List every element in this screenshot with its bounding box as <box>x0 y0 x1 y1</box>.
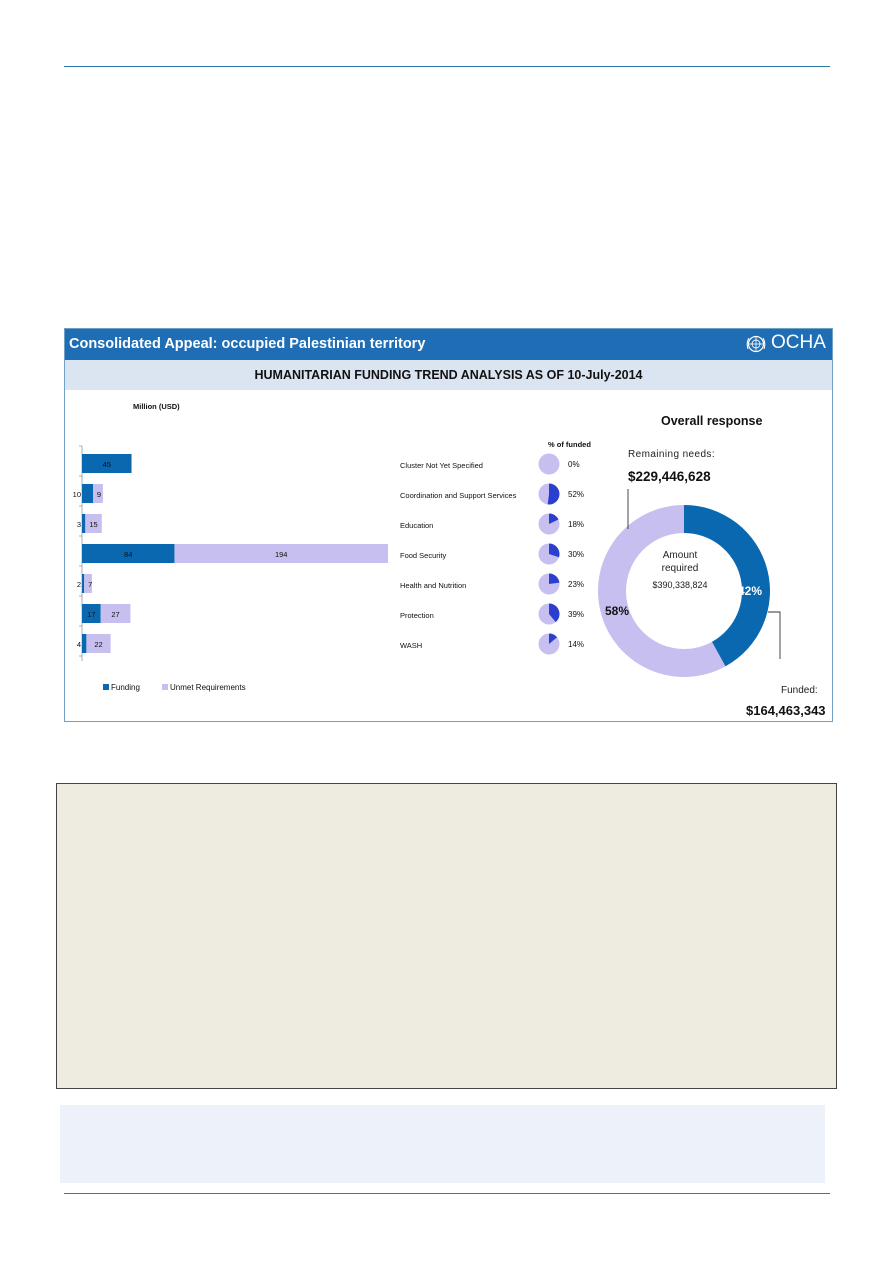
pie-label-coordination-and-support-services: 52% <box>568 490 584 499</box>
appeal-title: Consolidated Appeal: occupied Palestinia… <box>69 336 426 352</box>
info-box <box>60 1105 825 1183</box>
ocha-logo: OCHA <box>771 332 826 353</box>
bar-unmet-protection <box>100 604 131 623</box>
bar-unmet-food-security <box>174 544 388 563</box>
label-unmet-coordination-and-support-services: 9 <box>97 490 101 499</box>
label-unmet-food-security: 194 <box>275 550 288 559</box>
category-label-health-and-nutrition: Health and Nutrition <box>400 581 466 590</box>
legend-swatch-unmet <box>162 684 168 690</box>
funded-leader <box>768 611 781 659</box>
bar-unmet-coordination-and-support-services <box>93 484 103 503</box>
label-funding-wash: 4 <box>77 640 81 649</box>
pie-column-title: % of funded <box>548 440 591 449</box>
bar-funding-wash <box>82 634 87 653</box>
label-unmet-wash: 22 <box>94 640 102 649</box>
pie-funded-health-and-nutrition <box>549 573 560 584</box>
donut-center-label-line1: Amount <box>663 550 698 561</box>
pie-label-health-and-nutrition: 23% <box>568 580 584 589</box>
label-funding-education: 3 <box>77 520 81 529</box>
chart-legend: Funding Unmet Requirements <box>103 683 246 692</box>
category-label-education: Education <box>400 521 433 530</box>
label-funding-coordination-and-support-services: 10 <box>73 490 81 499</box>
bottom-rule <box>64 1193 830 1194</box>
donut-center-value: $390,338,824 <box>652 580 707 590</box>
top-rule <box>64 66 830 67</box>
pie-funded-wash <box>549 633 558 644</box>
bar-funding-coordination-and-support-services <box>82 484 94 503</box>
y-axis-unit-label: Million (USD) <box>133 402 180 411</box>
bar-funding-food-security <box>82 544 175 563</box>
category-label-wash: WASH <box>400 641 422 650</box>
pie-base-cluster-not-yet-specified <box>538 453 560 475</box>
bar-funding-protection <box>82 604 101 623</box>
bar-unmet-wash <box>86 634 111 653</box>
label-unmet-education: 15 <box>89 520 97 529</box>
chart-subtitle: HUMANITARIAN FUNDING TREND ANALYSIS AS O… <box>254 368 643 382</box>
pie-label-wash: 14% <box>568 640 584 649</box>
bar-funding-cluster-not-yet-specified <box>82 454 132 473</box>
bar-unmet-education <box>85 514 102 533</box>
funded-label: Funded: <box>781 685 818 696</box>
pie-label-protection: 39% <box>568 610 584 619</box>
bar-funding-health-and-nutrition <box>82 574 85 593</box>
bar-unmet-health-and-nutrition <box>84 574 92 593</box>
label-funding-cluster-not-yet-specified: 45 <box>103 460 111 469</box>
label-unmet-protection: 27 <box>111 610 119 619</box>
category-label-food-security: Food Security <box>400 551 447 560</box>
pie-funded-coordination-and-support-services <box>547 483 560 505</box>
pie-label-food-security: 30% <box>568 550 584 559</box>
pie-funded-protection <box>549 603 560 623</box>
funding-chart: Million (USD) 45 Cluster Not Yet Specified… <box>73 402 826 718</box>
label-unmet-health-and-nutrition: 7 <box>88 580 92 589</box>
donut-title: Overall response <box>661 414 762 428</box>
pie-funded-education <box>549 513 559 524</box>
appeal-banner: Consolidated Appeal: occupied Palestinia… <box>65 329 832 360</box>
label-funding-food-security: 84 <box>124 550 132 559</box>
pie-funded-food-security <box>549 543 560 558</box>
donut-label-remaining: 58% <box>605 604 629 618</box>
remaining-needs-value: $229,446,628 <box>628 469 711 484</box>
category-label-protection: Protection <box>400 611 434 620</box>
un-emblem-icon <box>746 335 766 353</box>
donut-label-funded: 42% <box>738 584 762 598</box>
category-label-cluster-not-yet-specified: Cluster Not Yet Specified <box>400 461 483 470</box>
donut-segment-funded <box>684 505 770 667</box>
pie-label-education: 18% <box>568 520 584 529</box>
donut-center-label-line2: required <box>662 563 699 574</box>
legend-label-funding: Funding <box>111 683 140 692</box>
legend-swatch-funding <box>103 684 109 690</box>
subtitle-bar: HUMANITARIAN FUNDING TREND ANALYSIS AS O… <box>65 360 832 390</box>
overall-donut: Overall response 42% 58% Amount required $390… <box>597 414 826 718</box>
pie-label-cluster-not-yet-specified: 0% <box>568 460 580 469</box>
legend-label-unmet: Unmet Requirements <box>170 683 246 692</box>
funded-value: $164,463,343 <box>746 703 826 718</box>
label-funding-health-and-nutrition: 2 <box>77 580 81 589</box>
label-funding-protection: 17 <box>87 610 95 619</box>
bar-funding-education <box>82 514 86 533</box>
funding-panel: Consolidated Appeal: occupied Palestinia… <box>64 328 833 722</box>
remaining-needs-label: Remaining needs: <box>628 449 715 460</box>
donut-segment-remaining <box>597 505 726 677</box>
note-box <box>56 783 837 1089</box>
bar-chart: Million (USD) 45 Cluster Not Yet Specified… <box>73 402 517 661</box>
pie-column: % of funded 0% 52% 18% 30% 23% 39% 14% <box>538 440 591 655</box>
category-label-coordination-and-support-services: Coordination and Support Services <box>400 491 517 500</box>
